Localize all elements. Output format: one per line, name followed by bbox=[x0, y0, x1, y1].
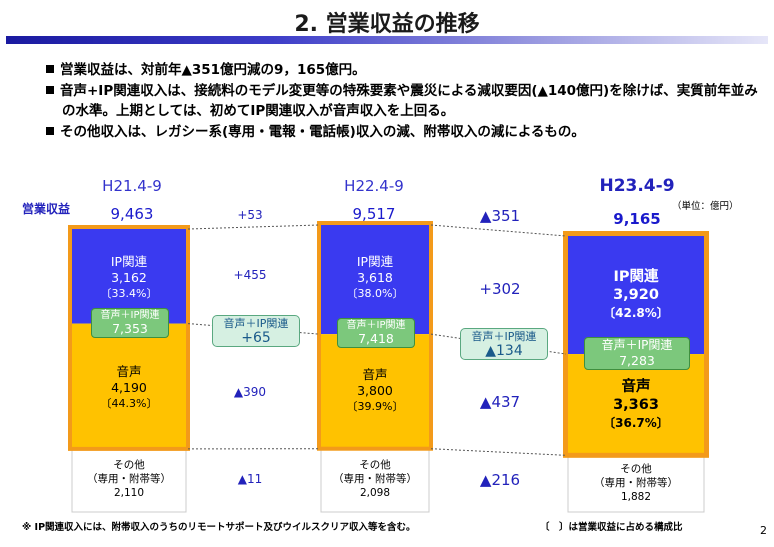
bar-highlight-border bbox=[563, 231, 709, 458]
total-value: 9,165 bbox=[613, 210, 661, 228]
other-segment bbox=[320, 448, 430, 513]
change-voice-ip-box: 音声＋IP関連 +65 bbox=[212, 315, 300, 347]
change-ip: +455 bbox=[233, 268, 267, 282]
change-voice-ip-box: 音声＋IP関連 ▲134 bbox=[460, 328, 548, 360]
other-segment-label: その他 （専用・附帯等） 1,882 bbox=[594, 463, 678, 503]
period-label: H21.4-9 bbox=[102, 177, 162, 195]
connector-line bbox=[430, 224, 567, 237]
change-voice: ▲390 bbox=[233, 385, 267, 399]
bullet-2: 音声+IP関連収入は、接続料のモデル変更等の特殊要素や震災による減収要因(▲14… bbox=[46, 81, 766, 121]
voice-segment-label: 音声 3,363 〔36.7%〕 bbox=[603, 379, 669, 430]
voice-segment-label: 音声 3,800 〔39.9%〕 bbox=[346, 367, 404, 413]
subtotal-box: 音声＋IP関連 7,283 bbox=[584, 337, 690, 370]
total-value: 9,463 bbox=[110, 205, 154, 223]
voice-segment bbox=[321, 334, 429, 449]
change-other: ▲216 bbox=[479, 471, 521, 489]
ip-segment bbox=[568, 236, 704, 355]
y-axis-label: 営業収益 bbox=[22, 202, 71, 216]
summary-bullets: 営業収益は、対前年▲351億円減の9，165億円。 音声+IP関連収入は、接続料… bbox=[46, 60, 766, 143]
change-other: ▲11 bbox=[237, 472, 263, 486]
change-ip: +302 bbox=[479, 280, 521, 298]
ip-segment-label: IP関連 3,920 〔42.8%〕 bbox=[603, 269, 669, 320]
voice-segment bbox=[568, 354, 704, 456]
change-voice: ▲437 bbox=[479, 393, 521, 411]
period-label: H23.4-9 bbox=[599, 176, 675, 196]
page-number: 2 bbox=[760, 524, 767, 537]
subtotal-box: 音声＋IP関連 7,418 bbox=[337, 318, 415, 348]
connector-line bbox=[430, 448, 567, 456]
bar-highlight-border bbox=[68, 225, 190, 451]
other-segment-label: その他 （専用・附帯等） 2,098 bbox=[333, 459, 417, 499]
ip-segment-label: IP関連 3,162 〔33.4%〕 bbox=[100, 254, 158, 300]
bullet-square-icon bbox=[46, 65, 54, 73]
period-label: H22.4-9 bbox=[344, 177, 404, 195]
change-total: +53 bbox=[237, 208, 263, 222]
bullet-square-icon bbox=[46, 127, 54, 135]
subtotal-box: 音声＋IP関連 7,353 bbox=[91, 308, 169, 338]
bar-highlight-border bbox=[317, 221, 433, 451]
ip-segment bbox=[321, 225, 429, 335]
voice-segment bbox=[72, 323, 186, 449]
other-segment bbox=[71, 448, 187, 513]
other-segment bbox=[567, 454, 705, 513]
connector-line bbox=[187, 224, 320, 230]
total-value: 9,517 bbox=[352, 205, 396, 223]
bullet-3: その他収入は、レガシー系(専用・電報・電話帳)収入の減、附帯収入の減によるもの。 bbox=[46, 122, 766, 142]
voice-segment-label: 音声 4,190 〔44.3%〕 bbox=[100, 364, 158, 410]
bullet-1: 営業収益は、対前年▲351億円減の9，165億円。 bbox=[46, 60, 766, 80]
bullet-square-icon bbox=[46, 86, 54, 94]
footnote-share: 〔 〕は営業収益に占める構成比 bbox=[540, 522, 683, 533]
ip-segment bbox=[72, 229, 186, 324]
page-title: 2. 営業収益の推移 bbox=[294, 12, 480, 37]
footnote-ip: ※ IP関連収入には、附帯収入のうちのリモートサポート及びウイルスクリア収入等を… bbox=[22, 522, 416, 533]
change-total: ▲351 bbox=[479, 207, 521, 225]
unit-label: （単位：億円） bbox=[672, 201, 739, 212]
ip-segment-label: IP関連 3,618 〔38.0%〕 bbox=[346, 254, 404, 300]
other-segment-label: その他 （専用・附帯等） 2,110 bbox=[87, 459, 171, 499]
title-underline bbox=[6, 36, 768, 44]
